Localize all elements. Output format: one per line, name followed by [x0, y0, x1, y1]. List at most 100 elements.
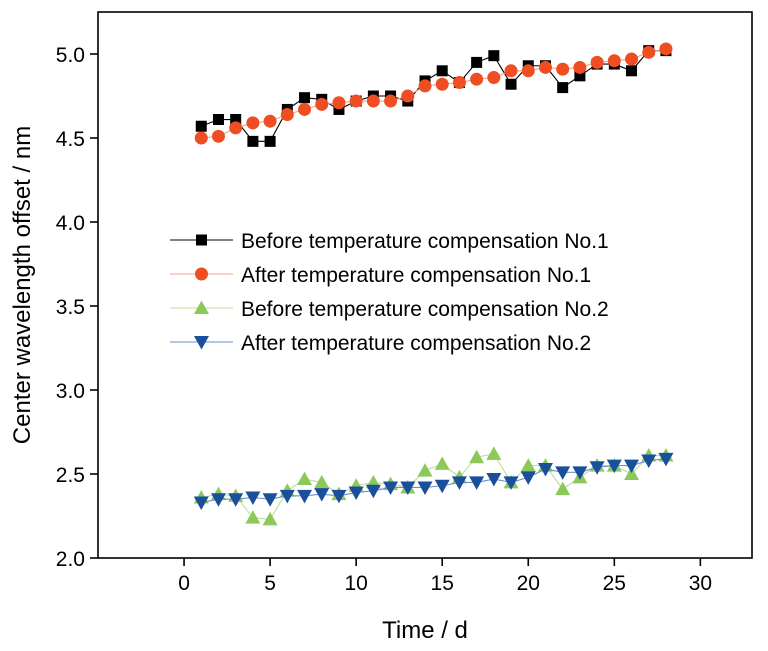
- data-point: [297, 489, 313, 504]
- x-tick-label: 5: [264, 572, 276, 595]
- legend-item: After temperature compensation No.2: [170, 332, 591, 355]
- data-point: [297, 471, 313, 486]
- y-axis-label: Center wavelength offset / nm: [9, 126, 36, 444]
- legend-label: After temperature compensation No.1: [241, 264, 591, 287]
- data-point: [298, 102, 312, 116]
- data-point: [486, 446, 502, 460]
- data-point: [469, 476, 485, 490]
- y-tick-label: 2.5: [56, 464, 85, 487]
- series-4: [193, 452, 674, 511]
- data-point: [417, 481, 433, 495]
- data-point: [487, 71, 501, 85]
- series-line: [201, 48, 667, 139]
- data-point: [658, 452, 674, 467]
- data-point: [230, 114, 242, 126]
- data-point: [332, 96, 346, 110]
- x-axis-label: Time / d: [382, 617, 468, 644]
- plot-area-frame: [97, 11, 753, 559]
- y-tick-label: 5.0: [56, 44, 85, 67]
- data-point: [572, 466, 588, 480]
- data-point: [624, 466, 640, 480]
- legend: Before temperature compensation No.1 Afte…: [170, 230, 609, 355]
- data-point: [333, 103, 345, 115]
- data-point: [314, 474, 330, 489]
- data-point: [434, 456, 450, 470]
- data-point: [451, 476, 467, 490]
- data-point: [263, 114, 277, 128]
- data-point: [229, 121, 243, 135]
- series-line: [201, 453, 666, 520]
- data-point: [262, 511, 278, 526]
- data-point: [471, 56, 483, 68]
- data-series: [193, 42, 674, 526]
- data-point: [193, 496, 209, 511]
- data-point: [245, 510, 261, 524]
- data-point: [659, 42, 673, 56]
- data-point: [641, 454, 657, 469]
- series-line: [201, 50, 666, 142]
- data-point: [606, 459, 622, 474]
- data-point: [555, 466, 571, 480]
- data-point: [452, 76, 466, 90]
- legend-label: Before temperature compensation No.1: [241, 230, 609, 253]
- x-tick-label: 10: [344, 572, 367, 595]
- axis-ticks: 0 5 10 15 20 25 30 2.0 2.5 3.0 3.5 4.0 4.5 5.0: [56, 44, 712, 595]
- series-line: [201, 458, 667, 504]
- data-point: [194, 131, 208, 145]
- data-point: [279, 489, 295, 504]
- data-point: [470, 72, 484, 86]
- legend-marker: [194, 300, 209, 314]
- y-tick-label: 2.0: [56, 548, 85, 571]
- data-point: [228, 493, 244, 507]
- series-3: [193, 446, 674, 526]
- data-point: [469, 449, 485, 464]
- data-point: [607, 54, 621, 68]
- data-point: [280, 107, 294, 121]
- data-point: [642, 45, 656, 59]
- data-point: [247, 135, 259, 147]
- data-point: [520, 471, 536, 485]
- data-point: [557, 82, 569, 94]
- data-point: [314, 488, 330, 502]
- data-point: [538, 60, 552, 74]
- data-point: [315, 97, 329, 111]
- data-point: [435, 77, 449, 91]
- legend-item: Before temperature compensation No.2: [170, 298, 609, 321]
- data-point: [625, 52, 639, 66]
- y-tick-label: 4.0: [56, 212, 85, 235]
- data-point: [520, 458, 536, 472]
- data-point: [590, 55, 604, 69]
- x-tick-label: 0: [178, 572, 190, 595]
- data-point: [299, 92, 311, 104]
- x-tick-label: 15: [431, 572, 454, 595]
- data-point: [210, 493, 226, 507]
- data-point: [417, 463, 433, 477]
- y-tick-label: 4.5: [56, 128, 85, 151]
- y-tick-label: 3.5: [56, 296, 85, 319]
- data-point: [264, 135, 276, 147]
- data-point: [246, 116, 260, 130]
- legend-label: After temperature compensation No.2: [241, 332, 591, 355]
- data-point: [384, 94, 398, 108]
- data-point: [504, 64, 518, 78]
- data-point: [434, 479, 450, 494]
- legend-label: Before temperature compensation No.2: [241, 298, 609, 321]
- data-point: [245, 491, 261, 506]
- data-point: [212, 114, 224, 126]
- legend-marker: [195, 267, 208, 281]
- data-point: [521, 64, 535, 78]
- data-point: [626, 65, 638, 77]
- data-point: [195, 120, 207, 132]
- data-point: [348, 486, 364, 500]
- data-point: [383, 481, 399, 495]
- data-point: [574, 70, 586, 82]
- x-tick-label: 20: [517, 572, 540, 595]
- x-tick-label: 30: [689, 572, 712, 595]
- legend-marker: [194, 336, 209, 350]
- series-2: [194, 42, 673, 145]
- data-point: [556, 62, 570, 76]
- data-point: [624, 459, 640, 474]
- data-point: [488, 50, 500, 62]
- data-point: [537, 462, 553, 477]
